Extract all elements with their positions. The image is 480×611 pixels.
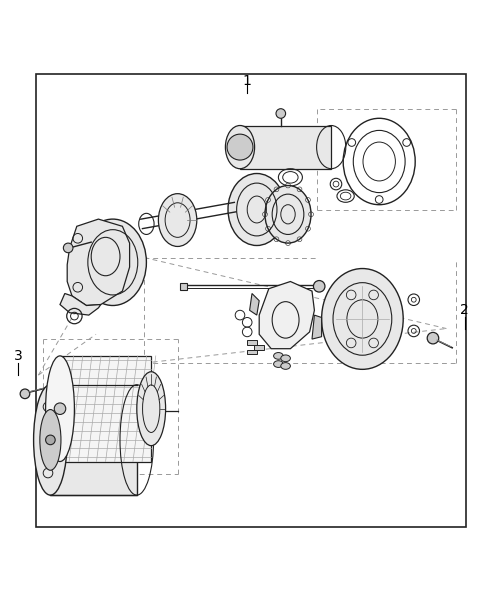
Polygon shape [259,282,314,349]
Text: 1: 1 [243,74,252,87]
Ellipse shape [158,194,197,246]
Ellipse shape [265,186,311,243]
Circle shape [427,332,439,344]
Circle shape [46,435,55,445]
Bar [254,345,264,349]
Ellipse shape [40,409,61,470]
Ellipse shape [281,362,290,369]
Circle shape [276,109,286,119]
Circle shape [20,389,30,398]
Ellipse shape [79,219,146,306]
Ellipse shape [137,371,166,445]
Polygon shape [250,293,259,315]
Bar [247,340,257,345]
Bar [50,385,137,495]
Bar [247,349,257,354]
Bar [240,125,331,169]
Text: 3: 3 [14,349,23,363]
Polygon shape [67,219,130,306]
Ellipse shape [34,385,67,495]
Circle shape [63,243,73,253]
Text: 2: 2 [460,302,469,316]
Polygon shape [60,293,101,315]
Ellipse shape [226,125,254,169]
Bar [36,74,466,527]
Ellipse shape [274,360,283,367]
Polygon shape [312,315,322,339]
Circle shape [54,403,66,414]
Ellipse shape [46,356,74,461]
Ellipse shape [228,174,286,246]
Circle shape [313,280,325,292]
Ellipse shape [274,353,283,359]
Bar [180,284,187,290]
Ellipse shape [322,269,403,369]
Bar [60,356,151,461]
Ellipse shape [281,355,290,362]
Circle shape [227,134,253,160]
